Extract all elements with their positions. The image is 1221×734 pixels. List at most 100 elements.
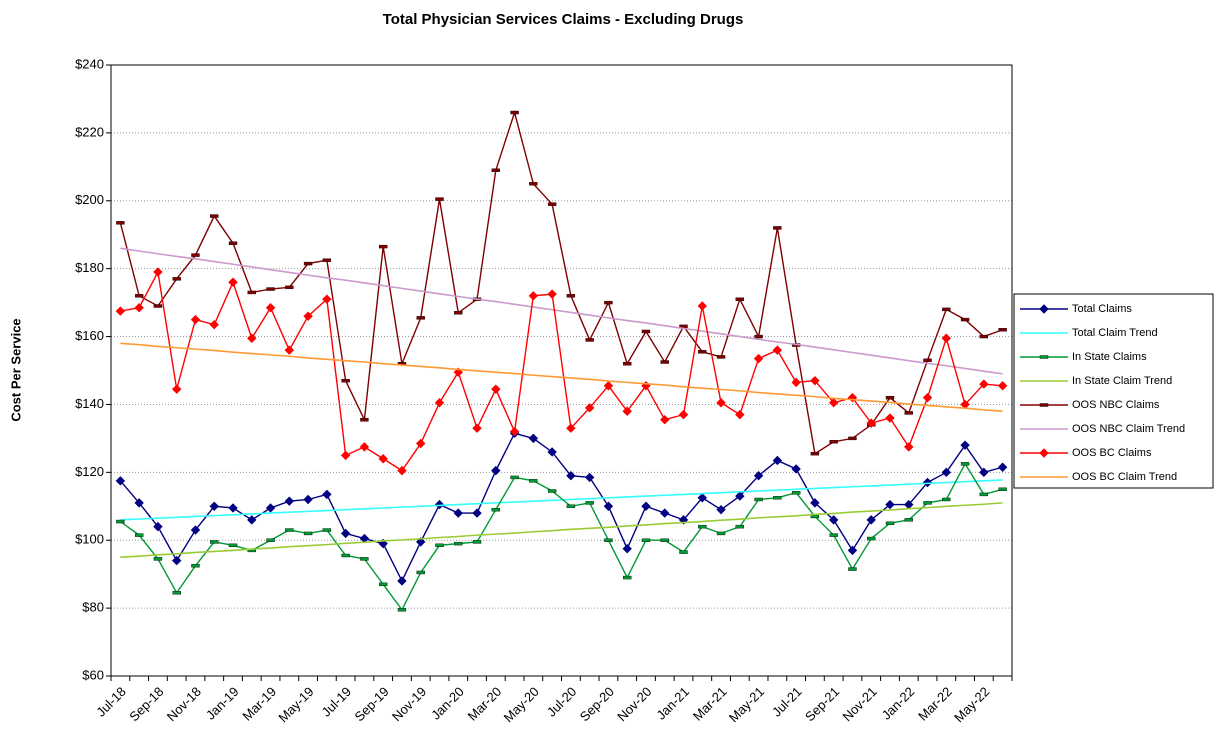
data-point [265,503,276,513]
data-point [660,538,669,542]
data-point [960,317,970,322]
legend-label: OOS NBC Claims [1072,399,1160,411]
data-point [979,467,989,478]
data-point [603,501,614,511]
data-point [378,244,388,249]
data-point [885,395,895,400]
data-point [153,557,163,561]
data-point [472,540,482,544]
data-point [716,355,726,359]
data-point [228,543,238,548]
data-point [510,110,519,115]
data-point [584,472,595,483]
x-tick-label: Mar-19 [239,684,279,724]
legend-label: In State Claim Trend [1072,375,1172,387]
data-point [998,328,1007,332]
data-point [697,301,707,311]
data-point [566,294,576,298]
x-tick-label: Sep-19 [351,684,391,724]
data-point [547,447,557,457]
data-point [360,418,369,422]
data-point [773,226,782,230]
data-point [791,464,801,474]
data-point [285,528,294,532]
data-point [134,498,144,508]
y-tick-label: $160 [75,328,104,343]
data-point [153,304,163,308]
data-point [828,398,839,408]
data-point [735,409,745,420]
legend-label: In State Claims [1072,351,1147,363]
series-line [119,432,1003,583]
legend-label: Total Claims [1072,303,1132,315]
data-point [979,492,989,497]
x-tick-label: Jan-20 [428,684,467,723]
data-point [604,538,613,542]
data-point [340,528,351,539]
x-tick-label: Jul-21 [769,684,805,720]
data-point [753,353,764,364]
data-point [378,582,388,587]
legend-marker [1039,403,1049,407]
data-point [772,345,783,355]
data-point [735,491,745,501]
data-point [810,375,820,386]
data-point [678,409,689,420]
data-point [622,575,632,580]
data-point [359,442,370,452]
data-point [847,392,858,403]
data-point [116,221,125,225]
data-point [566,471,576,481]
data-point [660,415,670,425]
data-point [491,384,501,394]
data-point [453,508,463,518]
data-point [190,525,201,535]
y-axis-label: Cost Per Service [8,318,23,421]
data-point [454,311,463,315]
data-point [472,423,482,433]
x-tick-label: Jul-20 [544,684,580,720]
chart-title: Total Physician Services Claims - Exclud… [383,11,744,28]
data-point [228,503,238,513]
series [120,342,1003,413]
data-point [360,557,369,561]
data-point [584,403,595,413]
data-point [885,413,895,423]
series-line [120,502,1003,558]
data-point [754,334,763,339]
x-tick-label: May-19 [275,684,316,725]
data-point [191,563,200,568]
data-point [266,538,275,542]
data-point [529,479,538,483]
series-line [120,479,1003,521]
data-point [416,438,426,449]
data-point [660,360,669,364]
data-point [284,496,295,506]
data-point [340,450,351,461]
data-point [509,426,520,437]
y-tick-label: $100 [75,532,104,547]
series [120,502,1003,558]
data-point [434,398,445,408]
data-point [322,294,332,304]
data-point [829,440,838,444]
x-tick-label: May-21 [726,684,767,725]
data-point [209,319,219,330]
legend-marker [1039,355,1049,359]
data-point [171,384,182,394]
data-point [885,499,895,510]
data-point [416,316,425,320]
data-point [341,553,350,558]
series-line [119,110,1003,455]
x-tick-label: Jan-22 [879,684,918,723]
data-point [303,311,313,321]
x-tick-label: Nov-21 [840,684,880,724]
x-tick-label: May-20 [501,684,542,725]
series [120,247,1003,375]
data-point [603,381,614,391]
data-point [716,504,726,515]
data-point [247,290,256,295]
data-point [303,494,313,505]
data-point [435,543,444,548]
